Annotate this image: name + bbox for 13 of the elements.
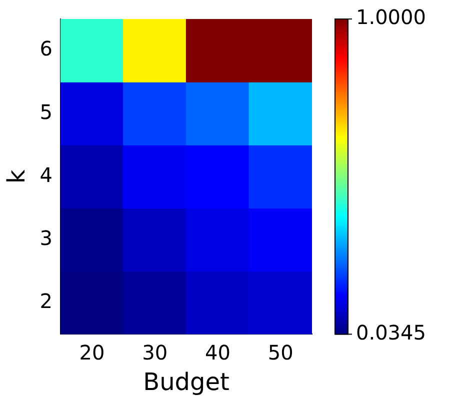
x-tick-label: 30 xyxy=(142,340,168,364)
y-axis-title: k xyxy=(2,170,31,184)
x-tick-label: 40 xyxy=(204,340,230,364)
y-tick-label: 5 xyxy=(40,100,53,124)
x-tick-label: 20 xyxy=(79,340,105,364)
color-bar-label: 0.0345 xyxy=(356,320,426,344)
y-tick-label: 2 xyxy=(40,288,53,313)
y-tick-label: 4 xyxy=(40,162,53,187)
y-tick-label: 6 xyxy=(40,36,53,61)
y-tick-label: 3 xyxy=(40,226,53,250)
x-axis-title: Budget xyxy=(143,368,230,396)
color-bar-label: 1.0000 xyxy=(356,5,426,30)
x-tick-label: 50 xyxy=(268,340,294,364)
